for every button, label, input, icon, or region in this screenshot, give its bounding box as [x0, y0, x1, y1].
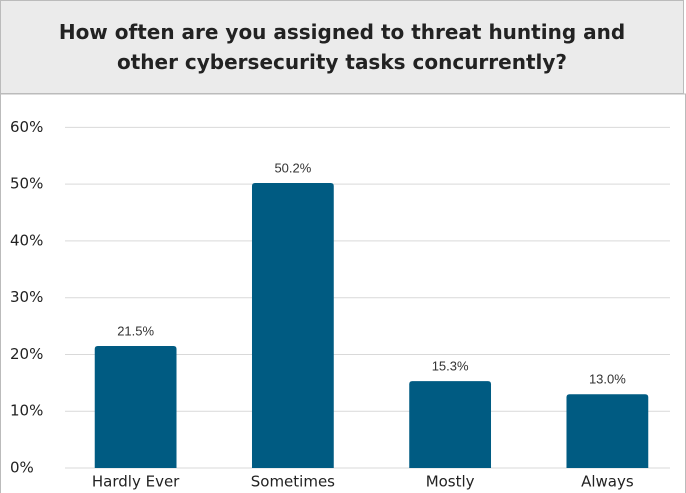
y-tick-label: 0%	[10, 459, 34, 477]
x-tick-label: Hardly Ever	[92, 473, 180, 491]
chart-title: How often are you assigned to threat hun…	[0, 0, 684, 94]
y-tick-label: 60%	[10, 118, 43, 136]
bar	[251, 183, 334, 468]
x-tick-label: Sometimes	[251, 473, 335, 491]
bar	[566, 394, 649, 468]
y-tick-label: 40%	[10, 231, 43, 249]
y-tick-label: 30%	[10, 288, 43, 306]
value-label: 13.0%	[589, 372, 626, 387]
value-label: 50.2%	[274, 160, 311, 175]
x-tick-label: Mostly	[426, 473, 475, 491]
y-tick-label: 20%	[10, 345, 43, 363]
bar	[94, 345, 177, 468]
y-tick-label: 50%	[10, 175, 43, 193]
bar	[409, 381, 492, 468]
value-label: 15.3%	[432, 359, 469, 374]
y-tick-label: 10%	[10, 402, 43, 420]
x-tick-label: Always	[581, 473, 634, 491]
value-label: 21.5%	[117, 323, 154, 338]
